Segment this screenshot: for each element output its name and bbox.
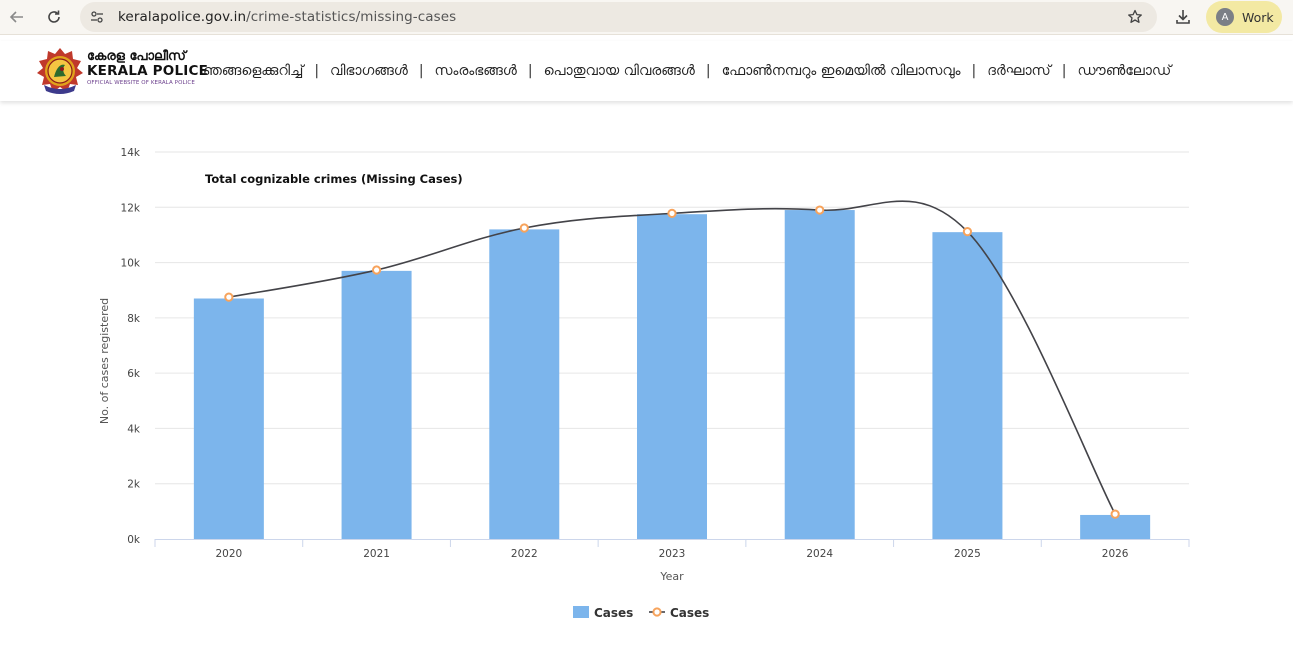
bar-2021[interactable] [341,270,412,539]
x-tick-label: 2022 [511,548,538,560]
bar-2020[interactable] [193,298,264,539]
bookmark-star-icon[interactable] [1125,7,1145,27]
address-bar[interactable]: keralapolice.gov.in/crime-statistics/mis… [80,2,1157,32]
nav-item-general-info[interactable]: പൊതുവായ വിവരങ്ങൾ [543,63,695,79]
download-icon[interactable] [1172,6,1194,28]
x-tick-label: 2023 [659,548,686,560]
x-axis: 2020 2021 2022 2023 2024 2025 2026 [154,539,1190,560]
chart-legend: Cases Cases [573,606,709,620]
legend-line-marker [652,607,662,617]
nav-divider: | [1061,63,1067,79]
y-tick-label: 4k [127,423,141,435]
x-tick-label: 2024 [806,548,833,560]
back-arrow-icon[interactable] [6,6,28,28]
bar-2026[interactable] [1080,514,1151,539]
x-tick-label: 2025 [954,548,981,560]
x-tick-label: 2020 [215,548,242,560]
bar-2024[interactable] [784,210,855,540]
y-tick-label: 14k [121,147,141,159]
y-tick-label: 0k [127,534,141,546]
point-2021[interactable] [371,265,382,275]
nav-divider: | [527,63,533,79]
bar-series [193,210,1151,540]
nav-item-initiatives[interactable]: സംരംഭങ്ങൾ [434,63,517,79]
legend-line-label[interactable]: Cases [670,606,709,620]
nav-divider: | [418,63,424,79]
site-brand[interactable]: കേരള പോലീസ് KERALA POLICE OFFICIAL WEBSI… [87,49,208,88]
point-2022[interactable] [519,223,529,233]
point-2024[interactable] [815,205,825,215]
y-axis-ticks: 0k 2k 4k 6k 8k 10k 12k 14k [121,147,141,546]
nav-divider: | [971,63,977,79]
url-path: /crime-statistics/missing-cases [246,9,457,25]
nav-item-about[interactable]: ഞങ്ങളെക്കുറിച്ച് [203,63,304,79]
brand-tagline: OFFICIAL WEBSITE OF KERALA POLICE [87,80,195,86]
y-tick-label: 10k [121,258,141,270]
legend-bar-label[interactable]: Cases [594,606,633,620]
point-2020[interactable] [224,292,234,302]
site-info-icon[interactable] [86,6,108,28]
bar-2023[interactable] [637,214,707,540]
point-2026[interactable] [1110,509,1120,519]
site-header: കേരള പോലീസ് KERALA POLICE OFFICIAL WEBSI… [0,41,1293,101]
nav-item-downloads[interactable]: ഡൗൺലോഡ് [1077,63,1172,79]
y-tick-label: 8k [127,313,141,325]
y-tick-label: 6k [127,368,141,380]
y-tick-label: 12k [121,202,141,214]
brand-name-english: KERALA POLICE [87,63,209,79]
x-tick-label: 2021 [363,548,390,560]
profile-button[interactable]: A Work [1206,1,1282,33]
url-text: keralapolice.gov.in/crime-statistics/mis… [118,9,456,25]
y-tick-label: 2k [127,479,141,491]
kerala-police-emblem-icon[interactable] [36,47,84,95]
bar-2025[interactable] [932,232,1003,539]
line-series [224,200,1120,519]
point-2023[interactable] [667,208,677,218]
x-tick-label: 2026 [1102,548,1129,560]
profile-label: Work [1242,9,1274,25]
chart-title: Total cognizable crimes (Missing Cases) [205,172,463,186]
browser-toolbar: keralapolice.gov.in/crime-statistics/mis… [0,0,1293,35]
x-axis-title: Year [659,570,684,583]
nav-item-departments[interactable]: വിഭാഗങ്ങൾ [330,63,408,79]
legend-bar-swatch[interactable] [573,606,589,618]
point-2025[interactable] [962,227,973,237]
avatar: A [1216,8,1234,26]
reload-icon[interactable] [43,6,65,28]
nav-divider: | [705,63,711,79]
nav-item-contact[interactable]: ഫോൺനമ്പറും ഇമെയിൽ വിലാസവും [721,63,961,79]
nav-divider: | [314,63,320,79]
main-navigation: ഞങ്ങളെക്കുറിച്ച് | വിഭാഗങ്ങൾ | സംരംഭങ്ങൾ… [203,63,1171,79]
url-domain: keralapolice.gov.in [118,9,247,25]
brand-name-malayalam: കേരള പോലീസ് [87,49,186,64]
bar-2022[interactable] [489,229,560,539]
y-axis-title: No. of cases registered [98,298,111,424]
missing-cases-chart: 0k 2k 4k 6k 8k 10k 12k 14k 2020 2021 2022 2023 2024… [98,147,1190,620]
nav-item-tenders[interactable]: ദർഘാസ് [987,63,1051,79]
